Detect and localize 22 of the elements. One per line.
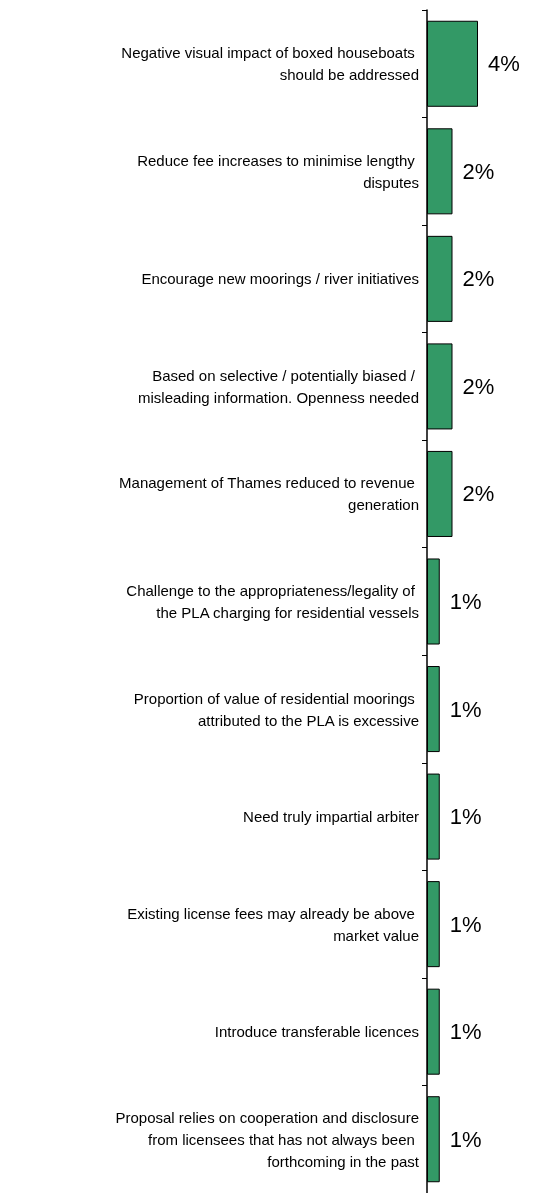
data-label: 1% bbox=[449, 911, 482, 937]
data-label: 1% bbox=[449, 804, 482, 830]
y-tick-label: Based on selective / potentially biased / misleading information. Openness needed bbox=[137, 366, 419, 406]
y-tick-label: Introduce transferable licences bbox=[214, 1023, 419, 1041]
data-label: 1% bbox=[449, 696, 482, 722]
y-tick-label: Challenge to the appropriateness/legality of the PLA charging for residential vessels bbox=[126, 582, 419, 621]
data-label: 2% bbox=[462, 373, 495, 399]
data-label: 1% bbox=[449, 1019, 482, 1045]
data-label: 1% bbox=[449, 589, 482, 614]
y-tick-label: Existing license fees may already be above market value bbox=[127, 904, 419, 944]
data-label: 2% bbox=[462, 481, 495, 507]
data-label: 2% bbox=[462, 158, 495, 184]
data-label: 1% bbox=[449, 1126, 482, 1152]
y-tick-label: Proportion of value of residential moorings attributed to the PLA is excessive bbox=[133, 689, 419, 729]
y-tick-label: Encourage new moorings / river initiatives bbox=[141, 270, 419, 288]
y-tick-label: Reduce fee increases to minimise lengthy disputes bbox=[137, 151, 419, 191]
y-tick-label: Negative visual impact of boxed houseboats should be addressed bbox=[121, 44, 419, 84]
data-label: 2% bbox=[462, 266, 495, 292]
y-tick-label: Proposal relies on cooperation and disclosure from licensees that has not always been forthcoming in the past bbox=[115, 1108, 420, 1170]
y-tick-label: Need truly impartial arbiter bbox=[243, 808, 419, 826]
data-label: 4% bbox=[488, 51, 520, 77]
y-tick-label: Management of Thames reduced to revenue generation bbox=[119, 474, 419, 514]
